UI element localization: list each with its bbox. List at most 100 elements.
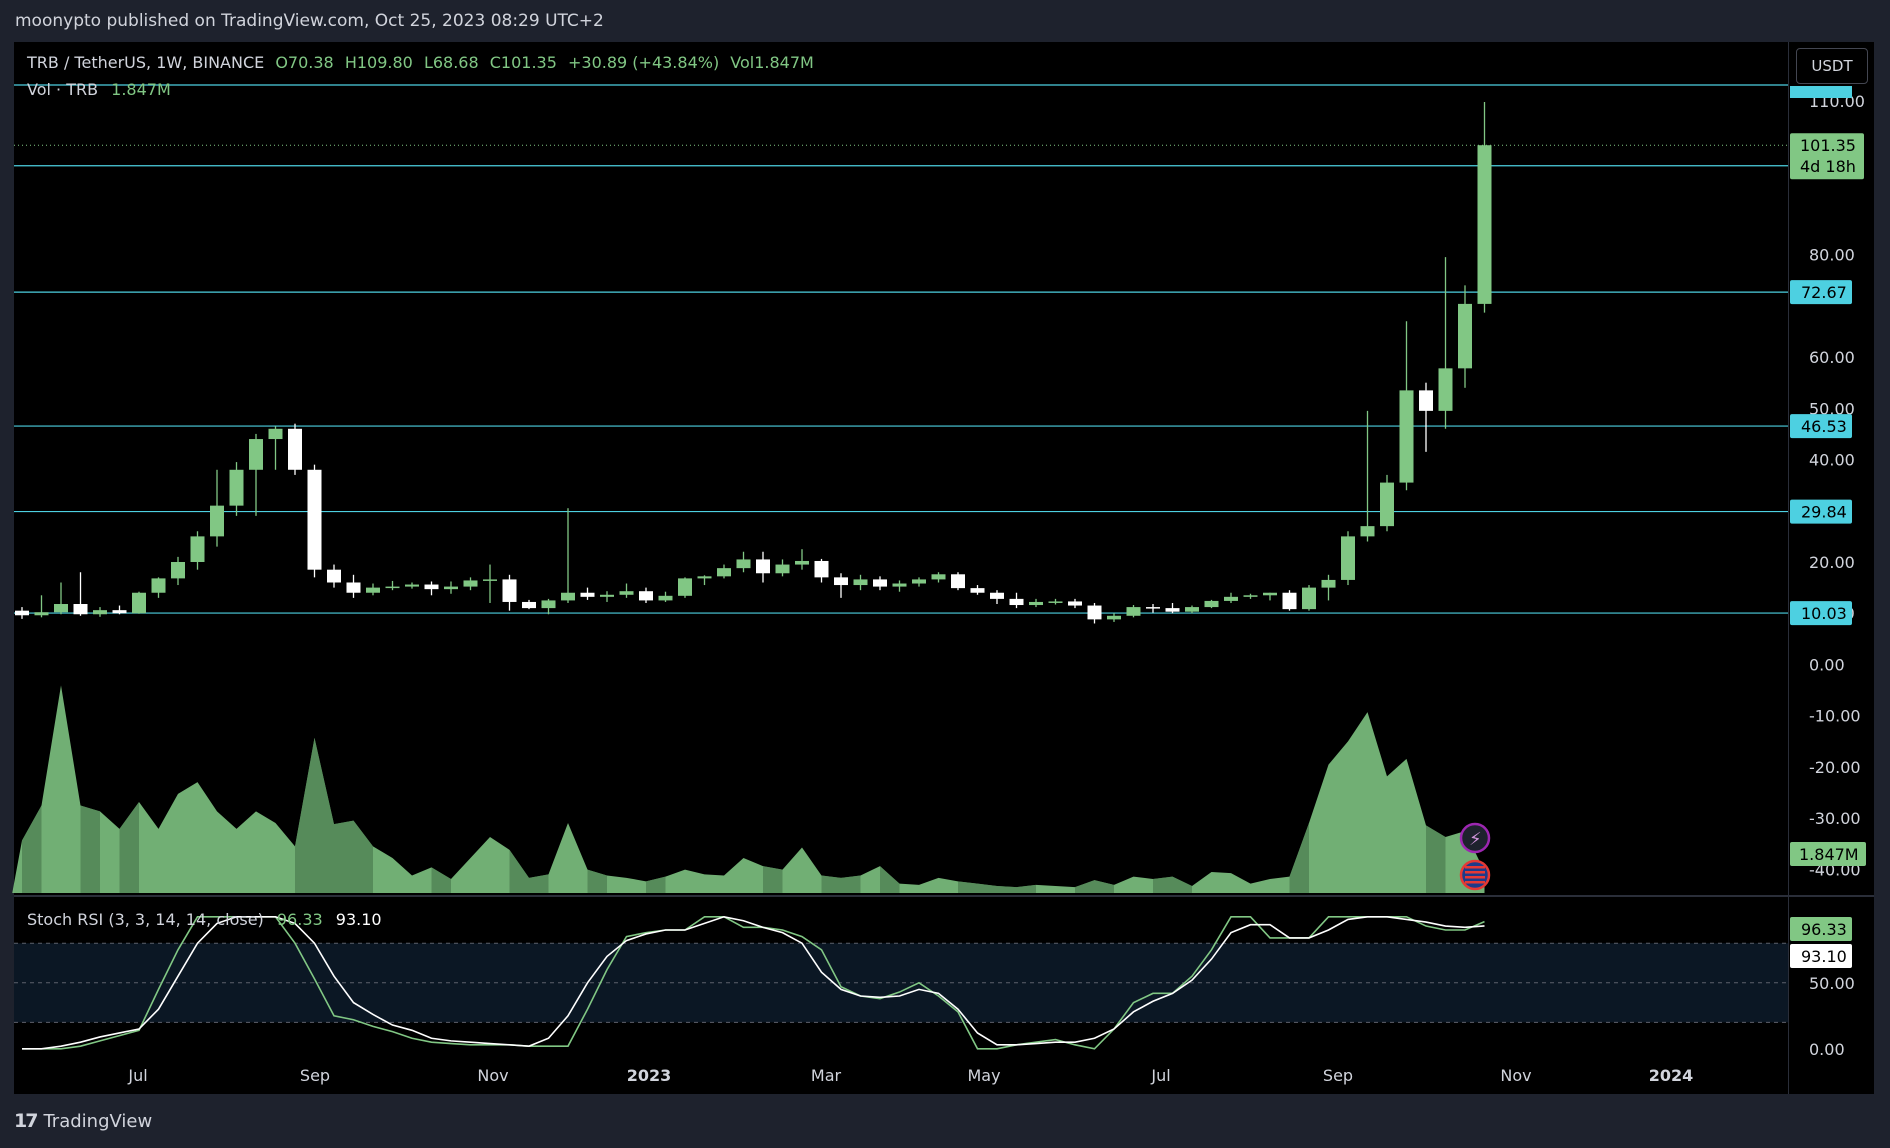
volume-down-segment [997, 886, 1017, 893]
stoch-rsi-legend[interactable]: Stoch RSI (3, 3, 14, 14, close) 96.33 93… [27, 910, 382, 929]
time-tick-label: May [967, 1066, 1000, 1085]
stoch-rsi-pane [14, 915, 1788, 1050]
level-badge-label: 46.53 [1801, 417, 1847, 436]
candle-body [1243, 595, 1258, 597]
candle-body [990, 592, 1004, 599]
volume-down-segment [509, 849, 529, 893]
candle-body [366, 587, 380, 593]
time-tick-label: Nov [1500, 1066, 1531, 1085]
currency-button[interactable]: USDT [1796, 48, 1868, 84]
open-value: O70.38 [275, 53, 334, 72]
close-value: C101.35 [489, 53, 557, 72]
price-tick-label: -20.00 [1809, 758, 1861, 777]
price-tick-label: 40.00 [1809, 451, 1855, 470]
chart-frame[interactable] [14, 42, 1874, 1094]
event-markers[interactable]: ⚡ [1459, 822, 1491, 891]
volume-legend[interactable]: Vol · TRB 1.847M [27, 80, 171, 99]
candle-body [1399, 390, 1414, 483]
candle-body [970, 588, 985, 593]
volume-down-segment [1075, 880, 1095, 893]
volume-down-segment [1426, 825, 1446, 893]
candle-body [600, 594, 614, 597]
volume-down-segment [295, 737, 315, 893]
volume-down-segment [22, 805, 42, 893]
time-axis[interactable]: Jul Sep Nov 2023 Mar May Jul Sep Nov 2024 [127, 1066, 1693, 1085]
candle-body [795, 560, 809, 565]
candle-body [1380, 482, 1394, 527]
volume-down-segment [841, 875, 861, 893]
candle-body [268, 428, 283, 440]
candle-body [912, 579, 926, 584]
candle-body [678, 578, 692, 596]
footer-bar [0, 1094, 1890, 1148]
volume-down-segment [646, 876, 666, 893]
candle-body [1224, 596, 1238, 601]
level-badge [1790, 499, 1852, 524]
level-badge [1790, 280, 1852, 305]
symbol-name[interactable]: TRB / TetherUS, 1W, BINANCE [27, 53, 265, 72]
candle-body [1204, 600, 1219, 608]
candle-body [1048, 601, 1063, 603]
candle-body [463, 580, 478, 587]
stoch-rsi-d: 93.10 [335, 910, 382, 929]
candle-body [522, 601, 536, 609]
publish-bar: moonypto published on TradingView.com, O… [0, 0, 1890, 42]
candle-body [1419, 390, 1433, 411]
stoch-k-badge [1790, 917, 1852, 941]
candle-body [1341, 536, 1355, 580]
change-value: +30.89 (+43.84%) [568, 53, 720, 72]
volume-down-segment [353, 820, 373, 893]
volume-down-segment [119, 802, 139, 893]
horizontal-levels [14, 42, 1874, 1094]
price-axis[interactable]: 110.00100.0080.0060.0050.0040.0020.0010.… [1809, 92, 1865, 1059]
volume-fill [12, 685, 1485, 893]
price-tick-label: 20.00 [1809, 553, 1855, 572]
candle-body [1146, 607, 1160, 609]
stoch-rsi-band [14, 943, 1788, 1023]
candle-body [697, 576, 712, 579]
candle-body [190, 536, 205, 562]
last-price-badge [1790, 133, 1864, 180]
candle-body [658, 595, 673, 601]
price-tick-label: 0.00 [1809, 655, 1845, 674]
candle-body [834, 577, 848, 586]
candle-body [541, 600, 556, 609]
candle-body [1126, 607, 1141, 616]
stoch-rsi-k: 96.33 [276, 910, 323, 929]
candle-body [931, 574, 946, 580]
volume-down-segment [958, 881, 978, 893]
candle-body [1477, 145, 1492, 304]
tradingview-logo[interactable]: 17 TradingView [14, 1110, 152, 1132]
candles [15, 101, 1492, 624]
candle-body [717, 568, 731, 577]
time-tick-label: Sep [1323, 1066, 1353, 1085]
candle-body [249, 439, 263, 470]
time-tick-label: Mar [811, 1066, 842, 1085]
level-badge-label: 10.03 [1801, 604, 1847, 623]
candle-body [580, 592, 595, 597]
candle-body [1029, 601, 1043, 606]
volume-down-segment [763, 866, 783, 893]
candle-body [73, 604, 88, 615]
candle-body [1165, 608, 1180, 612]
level-badge [1790, 601, 1852, 626]
last-price-label: 101.35 [1800, 136, 1856, 155]
pane-separator [14, 895, 1874, 897]
candle-body [951, 574, 965, 589]
high-value: H109.80 [344, 53, 413, 72]
candle-body [1009, 598, 1024, 606]
candle-body [639, 591, 653, 601]
candle-body [1302, 587, 1316, 610]
candle-body [1087, 605, 1102, 620]
volume-down-segment [314, 737, 334, 893]
candle-body [327, 569, 341, 583]
time-tick-label: Jul [1150, 1066, 1170, 1085]
flag-stripe [1465, 876, 1485, 879]
flag-stripe [1465, 871, 1485, 874]
candle-body [1282, 592, 1297, 610]
level-badge-label: 72.67 [1801, 283, 1847, 302]
volume-down-segment [334, 820, 354, 893]
low-value: L68.68 [423, 53, 479, 72]
candle-body [1107, 615, 1121, 620]
